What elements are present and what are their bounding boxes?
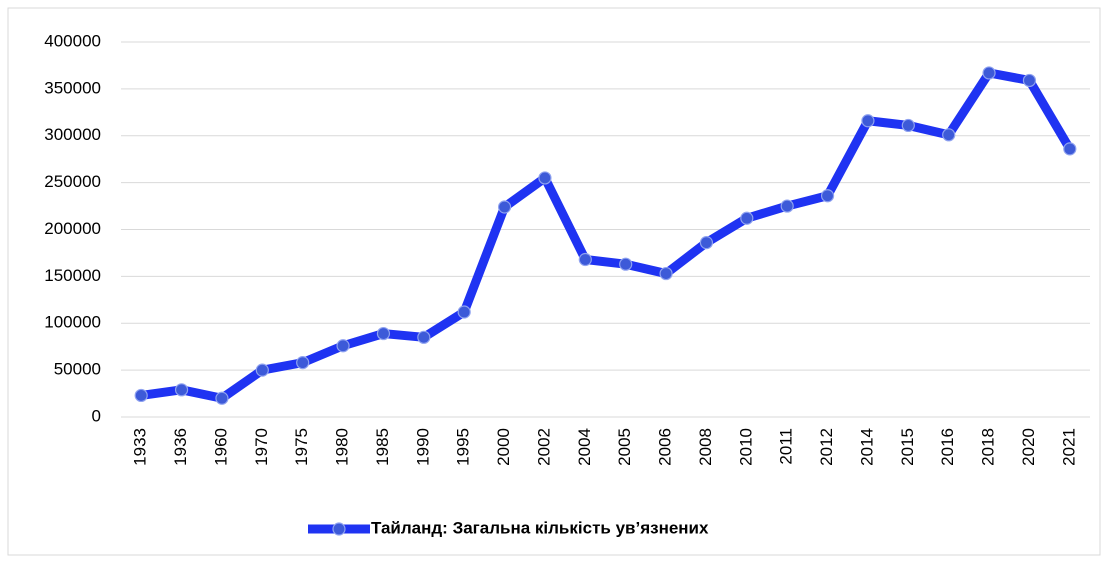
x-tick-label: 2005 — [615, 428, 634, 466]
y-tick-label: 100000 — [44, 313, 101, 332]
legend-marker — [332, 522, 346, 536]
chart-border — [7, 7, 1101, 556]
y-tick-label: 200000 — [44, 219, 101, 238]
data-point — [982, 66, 996, 80]
data-point — [538, 171, 552, 185]
x-tick-label: 2016 — [938, 428, 957, 466]
x-tick-label: 1936 — [171, 428, 190, 466]
x-tick-label: 2020 — [1019, 428, 1038, 466]
y-tick-label: 250000 — [44, 172, 101, 191]
data-point — [296, 356, 310, 370]
x-tick-label: 2008 — [696, 428, 715, 466]
x-tick-label: 1980 — [333, 428, 352, 466]
data-point — [417, 330, 431, 344]
x-tick-label: 2010 — [736, 428, 755, 466]
data-point — [942, 128, 956, 142]
x-tick-label: 2002 — [534, 428, 553, 466]
x-tick-label: 2012 — [817, 428, 836, 466]
x-tick-label: 2011 — [777, 428, 796, 465]
x-tick-label: 2006 — [656, 428, 675, 466]
data-point — [861, 114, 875, 128]
x-tick-label: 1985 — [373, 428, 392, 466]
data-point — [174, 383, 189, 397]
data-point — [134, 388, 148, 403]
x-tick-label: 1933 — [131, 428, 150, 466]
data-point — [901, 118, 915, 133]
y-tick-label: 0 — [92, 406, 101, 425]
x-tick-label: 2021 — [1059, 428, 1078, 466]
x-tick-label: 2000 — [494, 428, 513, 466]
data-point — [1022, 73, 1037, 88]
y-tick-label: 150000 — [44, 266, 101, 285]
series-line — [140, 68, 1074, 403]
data-point — [255, 363, 269, 377]
data-point — [740, 211, 754, 225]
x-tick-label: 1970 — [252, 428, 271, 466]
x-tick-label: 1990 — [413, 428, 432, 466]
data-point — [578, 252, 592, 267]
data-point — [457, 305, 471, 319]
x-tick-label: 1960 — [211, 428, 230, 466]
data-point — [1063, 142, 1077, 156]
data-point — [376, 326, 391, 341]
x-tick-label: 2015 — [898, 428, 917, 466]
y-tick-label: 50000 — [54, 360, 101, 379]
y-tick-label: 300000 — [44, 125, 101, 144]
data-point — [497, 200, 512, 214]
x-tick-label: 1975 — [292, 428, 311, 466]
y-tick-label: 350000 — [44, 78, 101, 97]
data-point — [215, 391, 229, 405]
data-point — [780, 199, 794, 213]
legend-label: Тайланд: Загальна кількість ув’язнених — [371, 518, 709, 537]
x-tick-label: 2014 — [857, 428, 876, 466]
data-point — [699, 236, 714, 250]
data-point — [336, 339, 350, 353]
x-tick-label: 2004 — [575, 428, 594, 466]
x-tick-label: 1995 — [454, 428, 473, 466]
data-point — [619, 257, 633, 271]
y-tick-label: 400000 — [44, 31, 101, 50]
x-tick-label: 2018 — [979, 428, 998, 466]
data-point — [659, 266, 673, 281]
data-point — [820, 189, 835, 203]
